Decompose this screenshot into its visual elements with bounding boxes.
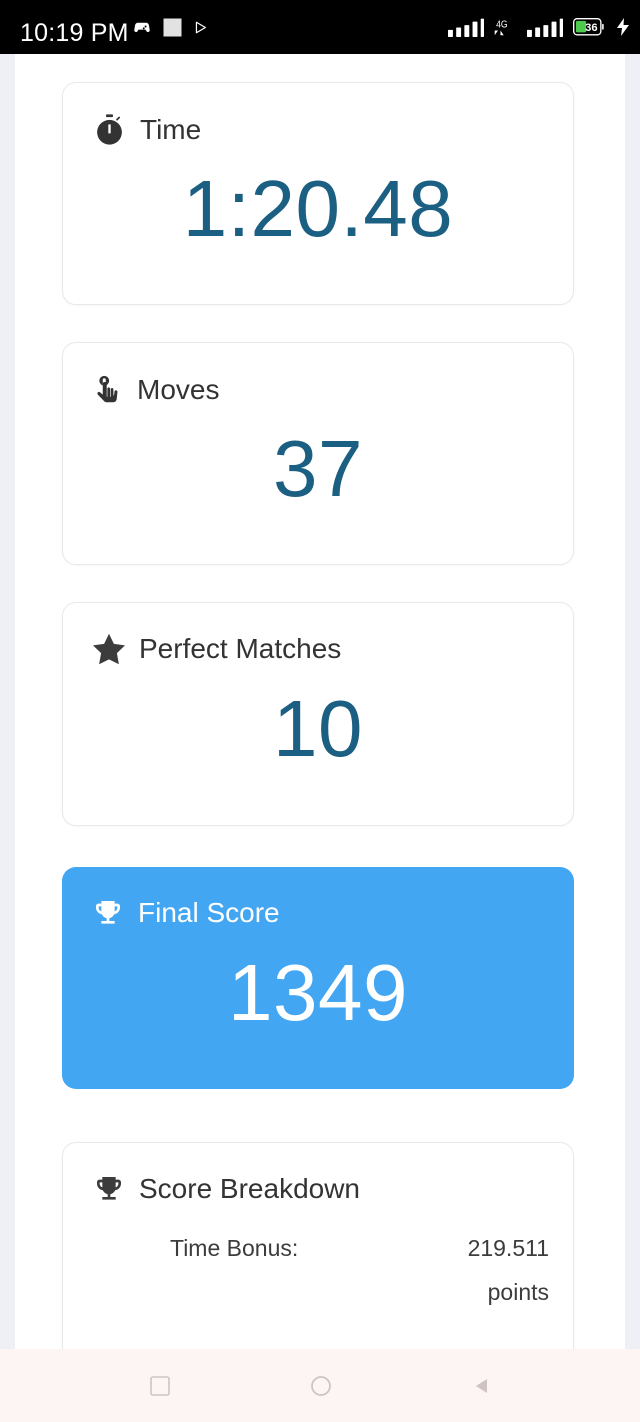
svg-text:4G: 4G [496,18,507,30]
svg-text:36: 36 [585,22,597,34]
